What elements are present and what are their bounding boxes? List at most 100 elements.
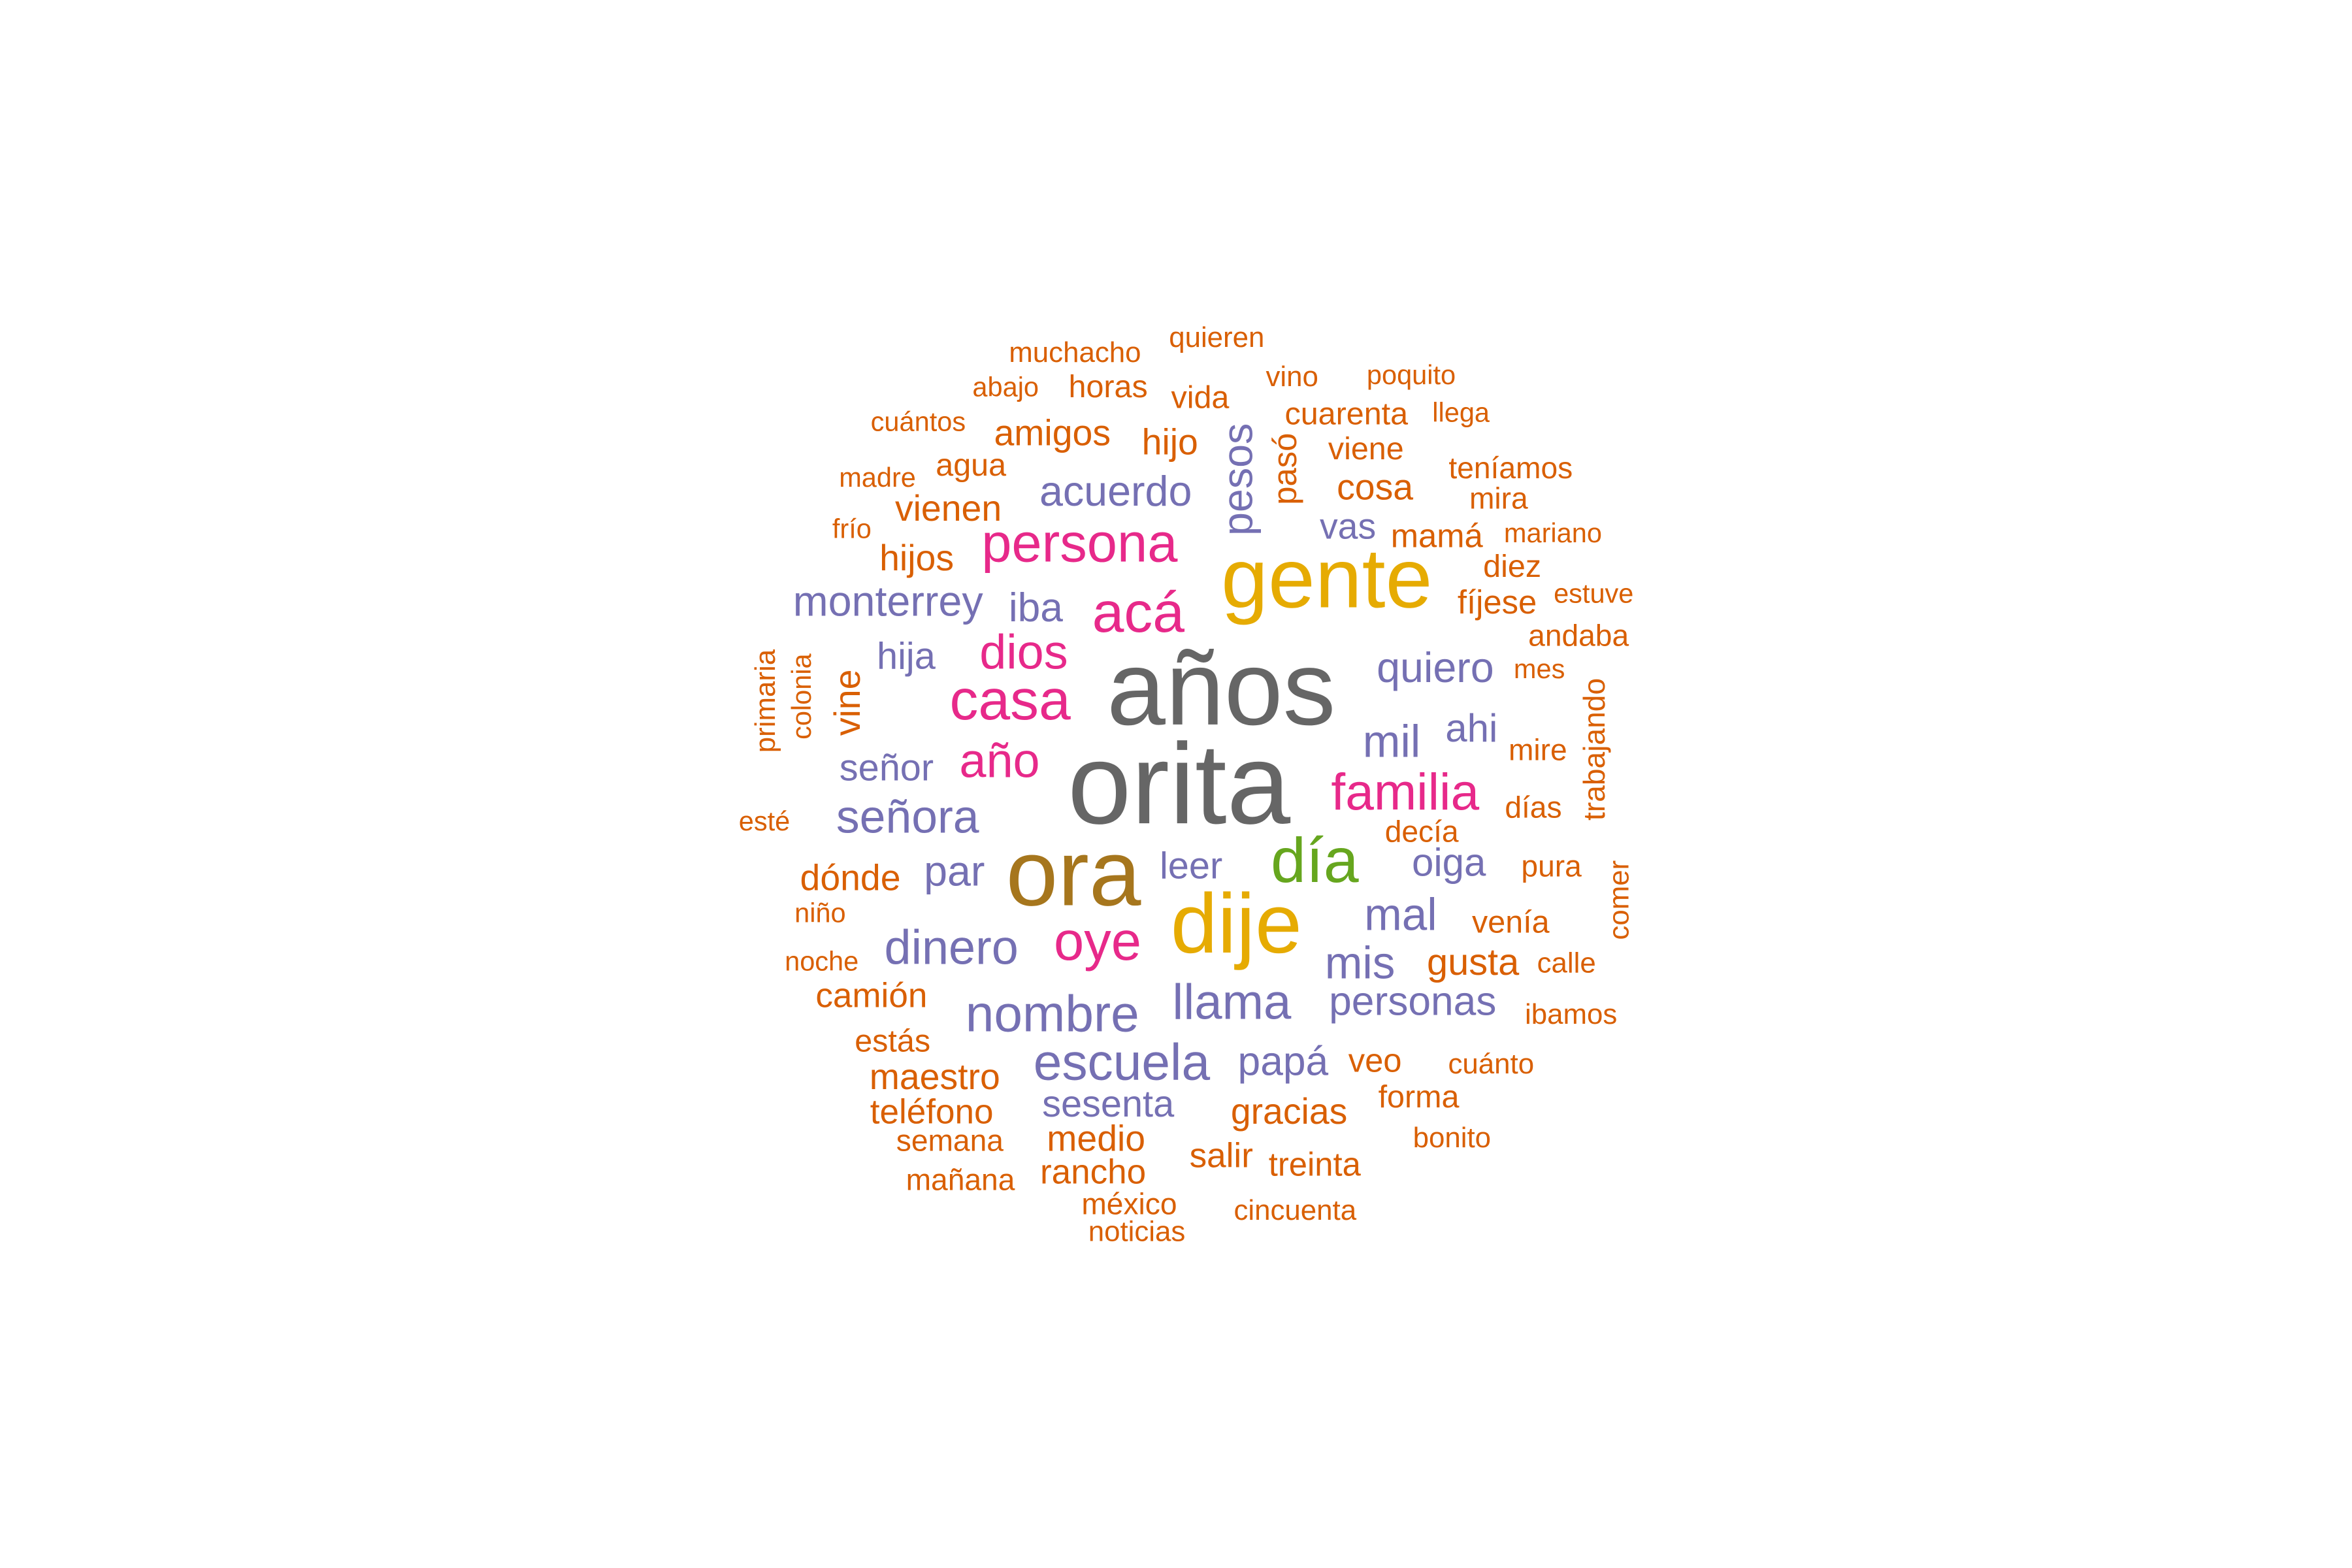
word-vino: vino [1266,361,1318,393]
word-hijos: hijos [879,538,954,578]
word-anos: años [1107,630,1335,747]
word-madre: madre [839,462,916,493]
word-mil: mil [1363,715,1420,766]
word-telefono: teléfono [870,1092,994,1131]
word-iba: iba [1009,585,1063,630]
word-quiero: quiero [1377,644,1494,691]
word-viene: viene [1328,431,1404,466]
word-ahi: ahi [1445,706,1497,750]
word-nino: niño [794,898,846,928]
word-estas: estás [855,1024,930,1059]
word-mira: mira [1469,481,1528,515]
word-mariano: mariano [1504,517,1602,548]
word-leer: leer [1160,845,1222,887]
word-monterrey: monterrey [793,578,984,625]
word-treinta: treinta [1269,1146,1362,1183]
word-salir: salir [1190,1136,1253,1175]
word-decia: decía [1385,814,1459,848]
word-veo: veo [1348,1041,1402,1079]
word-cosa: cosa [1337,467,1413,508]
word-paso: pasó [1266,433,1303,505]
word-mire: mire [1509,733,1567,767]
word-llama: llama [1172,974,1292,1030]
word-senor: señor [840,747,934,789]
word-pura: pura [1521,849,1582,883]
word-cincuenta: cincuenta [1233,1194,1356,1226]
word-primaria: primaria [749,649,781,753]
word-diez: diez [1483,549,1541,584]
word-mis: mis [1325,938,1396,988]
word-vine: vine [827,670,868,736]
word-calle: calle [1537,947,1596,979]
word-mes: mes [1514,653,1565,684]
word-cuarenta: cuarenta [1284,397,1408,432]
word-trabajando: trabajando [1577,678,1611,821]
word-dije: dije [1171,877,1302,971]
word-escuela: escuela [1034,1033,1211,1090]
word-semana: semana [896,1123,1004,1157]
word-cuanto: cuánto [1448,1048,1535,1080]
word-fijese: fíjese [1458,583,1537,621]
word-agua: agua [936,448,1006,483]
word-venia: venía [1472,904,1550,939]
word-vida: vida [1171,380,1229,415]
word-maestro: maestro [870,1056,1000,1097]
word-hija: hija [877,636,936,678]
word-medio: medio [1047,1119,1145,1159]
word-camion: camión [815,977,927,1015]
word-dia: día [1271,825,1359,896]
word-amigos: amigos [994,413,1111,453]
word-manana: mañana [906,1162,1015,1196]
word-vienen: vienen [895,488,1002,529]
word-acuerdo: acuerdo [1039,468,1192,515]
word-gracias: gracias [1231,1091,1348,1132]
word-pesos: pesos [1214,423,1261,536]
word-nombre: nombre [966,985,1139,1042]
word-quieren: quieren [1169,321,1264,353]
word-abajo: abajo [972,371,1039,402]
word-oiga: oiga [1412,840,1486,884]
word-colonia: colonia [786,653,817,739]
word-este: esté [739,806,790,836]
word-oye: oye [1054,911,1141,972]
word-bonito: bonito [1413,1122,1491,1154]
word-frio: frío [832,513,872,544]
word-dinero: dinero [885,921,1019,975]
word-dias: días [1505,790,1561,824]
word-papa: papá [1238,1039,1329,1085]
word-mal: mal [1364,889,1437,940]
word-familia: familia [1331,763,1479,821]
word-cuantos: cuántos [871,406,966,436]
word-ibamos: ibamos [1525,998,1617,1030]
word-orita: orita [1068,720,1291,848]
word-horas: horas [1069,369,1148,404]
word-senora: señora [836,791,979,843]
word-vas: vas [1320,506,1376,547]
word-gusta: gusta [1427,941,1520,983]
word-hijo: hijo [1142,421,1198,462]
word-aca: acá [1092,580,1185,644]
word-casa: casa [950,668,1071,732]
word-mama: mamá [1391,517,1484,554]
word-andaba: andaba [1528,618,1629,652]
word-muchacho: muchacho [1009,336,1141,368]
word-poquito: poquito [1367,359,1456,390]
word-estuve: estuve [1554,578,1633,609]
word-noticias: noticias [1088,1215,1186,1247]
word-noche: noche [785,946,858,977]
word-personas: personas [1329,979,1496,1024]
word-donde: dónde [800,857,901,898]
word-teniamos: teníamos [1448,451,1573,485]
word-mexico: méxico [1081,1186,1177,1220]
word-persona: persona [981,513,1178,574]
word-ano: año [959,734,1039,788]
word-comer: comer [1603,860,1635,940]
word-sesenta: sesenta [1042,1083,1175,1125]
word-gente: gente [1221,532,1432,626]
word-dios: dios [979,625,1068,679]
word-llega: llega [1432,397,1490,428]
word-rancho: rancho [1040,1153,1146,1192]
word-ora: ora [1006,821,1141,925]
word-par: par [924,848,985,895]
